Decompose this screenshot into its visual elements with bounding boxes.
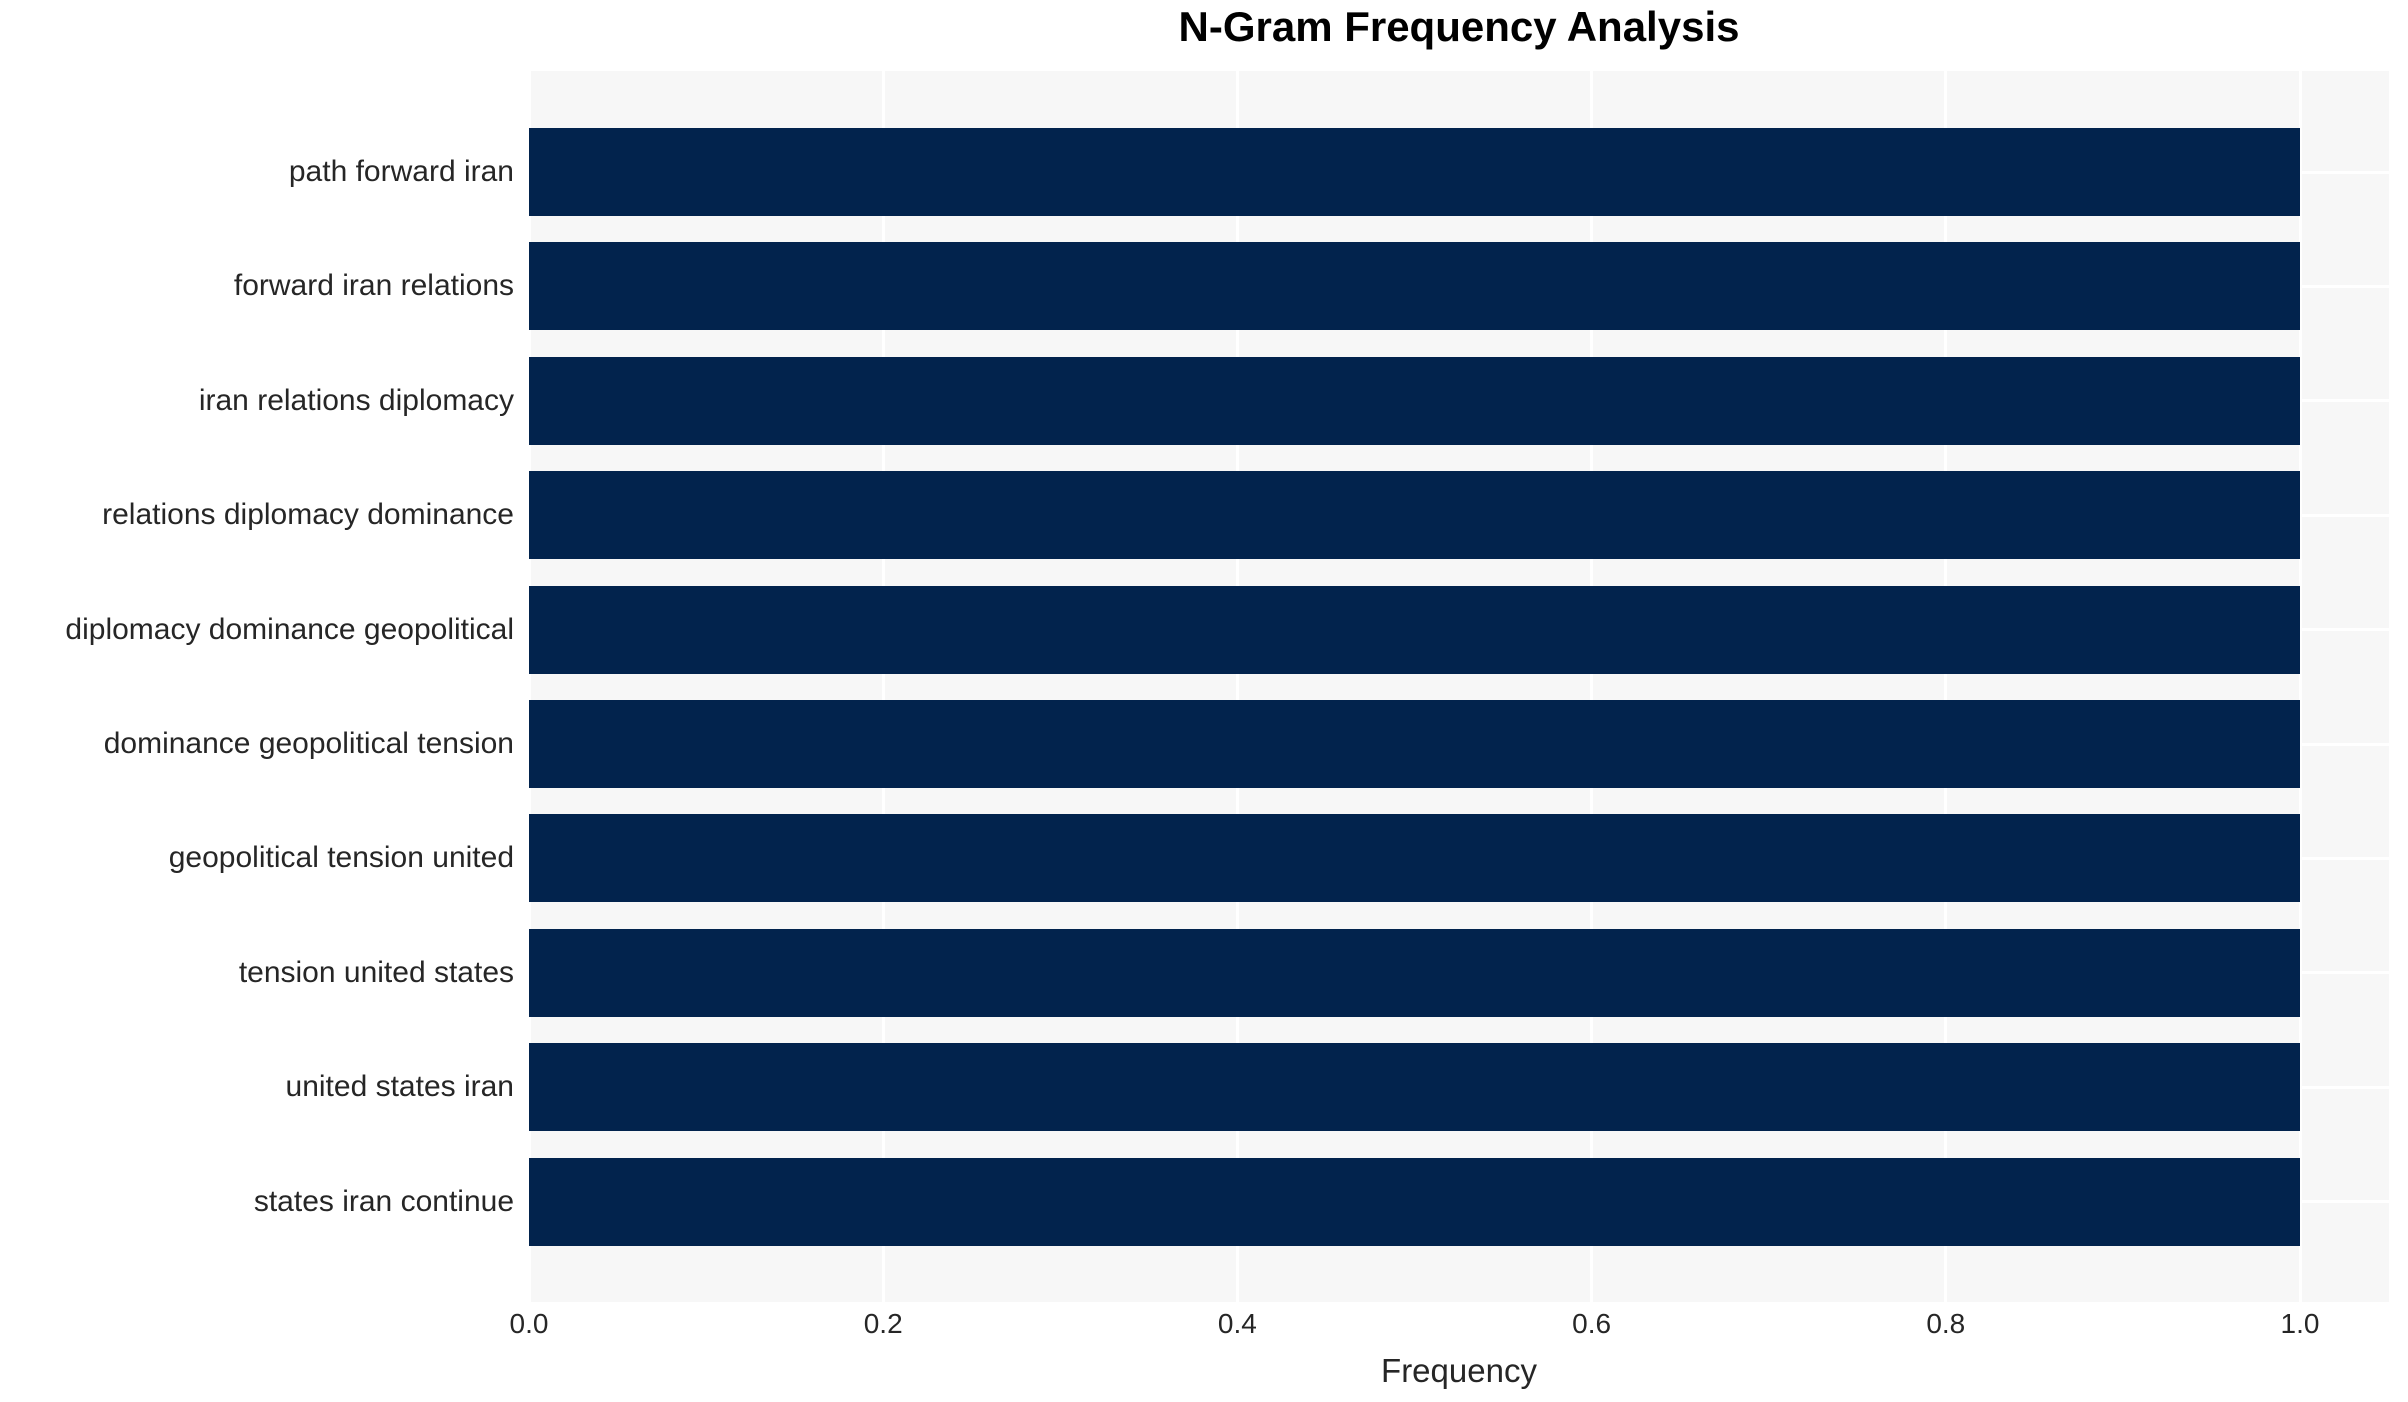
bar-united-states-iran — [529, 1043, 2300, 1132]
y-tick-label: forward iran relations — [233, 269, 514, 303]
x-tick-label: 1.0 — [2280, 1308, 2320, 1339]
y-tick-label: diplomacy dominance geopolitical — [65, 612, 514, 646]
y-tick-label: path forward iran — [288, 155, 514, 188]
x-tick-label: 0.4 — [1217, 1308, 1257, 1339]
vertical-gridline — [881, 71, 885, 1302]
y-tick-label: tension united states — [238, 955, 514, 989]
y-tick-label: dominance geopolitical tension — [103, 727, 514, 760]
plot-area — [527, 71, 2389, 1302]
x-tick-label: 0.2 — [863, 1308, 903, 1339]
chart-title: N-Gram Frequency Analysis — [1178, 3, 1740, 50]
y-tick-label: states iran continue — [253, 1184, 514, 1218]
bar-relations-diplomacy-dominance — [529, 471, 2300, 560]
bar-dominance-geopolitical-tension — [529, 700, 2300, 788]
vertical-gridline — [1944, 71, 1948, 1302]
y-axis-labels: path forward iran forward iran relations i… — [0, 71, 514, 1302]
bar-states-iran-continue — [529, 1157, 2300, 1246]
y-tick-label: iran relations diplomacy — [198, 383, 514, 417]
vertical-gridline — [1235, 71, 1239, 1302]
bar-tension-united-states — [529, 928, 2300, 1017]
bar-diplomacy-dominance-geopolitical — [529, 585, 2300, 674]
y-tick-label: geopolitical tension united — [168, 841, 514, 875]
bar-path-forward-iran — [529, 128, 2300, 216]
x-tick-label: 0.8 — [1926, 1308, 1966, 1339]
vertical-gridline — [1590, 71, 1594, 1302]
y-tick-label: relations diplomacy dominance — [102, 498, 514, 532]
y-tick-label: united states iran — [285, 1070, 514, 1104]
bar-geopolitical-tension-united — [529, 814, 2300, 903]
x-tick-label: 0.6 — [1572, 1308, 1612, 1339]
bar-iran-relations-diplomacy — [529, 356, 2300, 445]
vertical-gridline — [527, 71, 531, 1302]
x-tick-label: 0.0 — [509, 1308, 549, 1339]
vertical-gridline — [2298, 71, 2302, 1302]
bar-forward-iran-relations — [529, 242, 2300, 331]
x-axis-title: Frequency — [1381, 1352, 1537, 1389]
